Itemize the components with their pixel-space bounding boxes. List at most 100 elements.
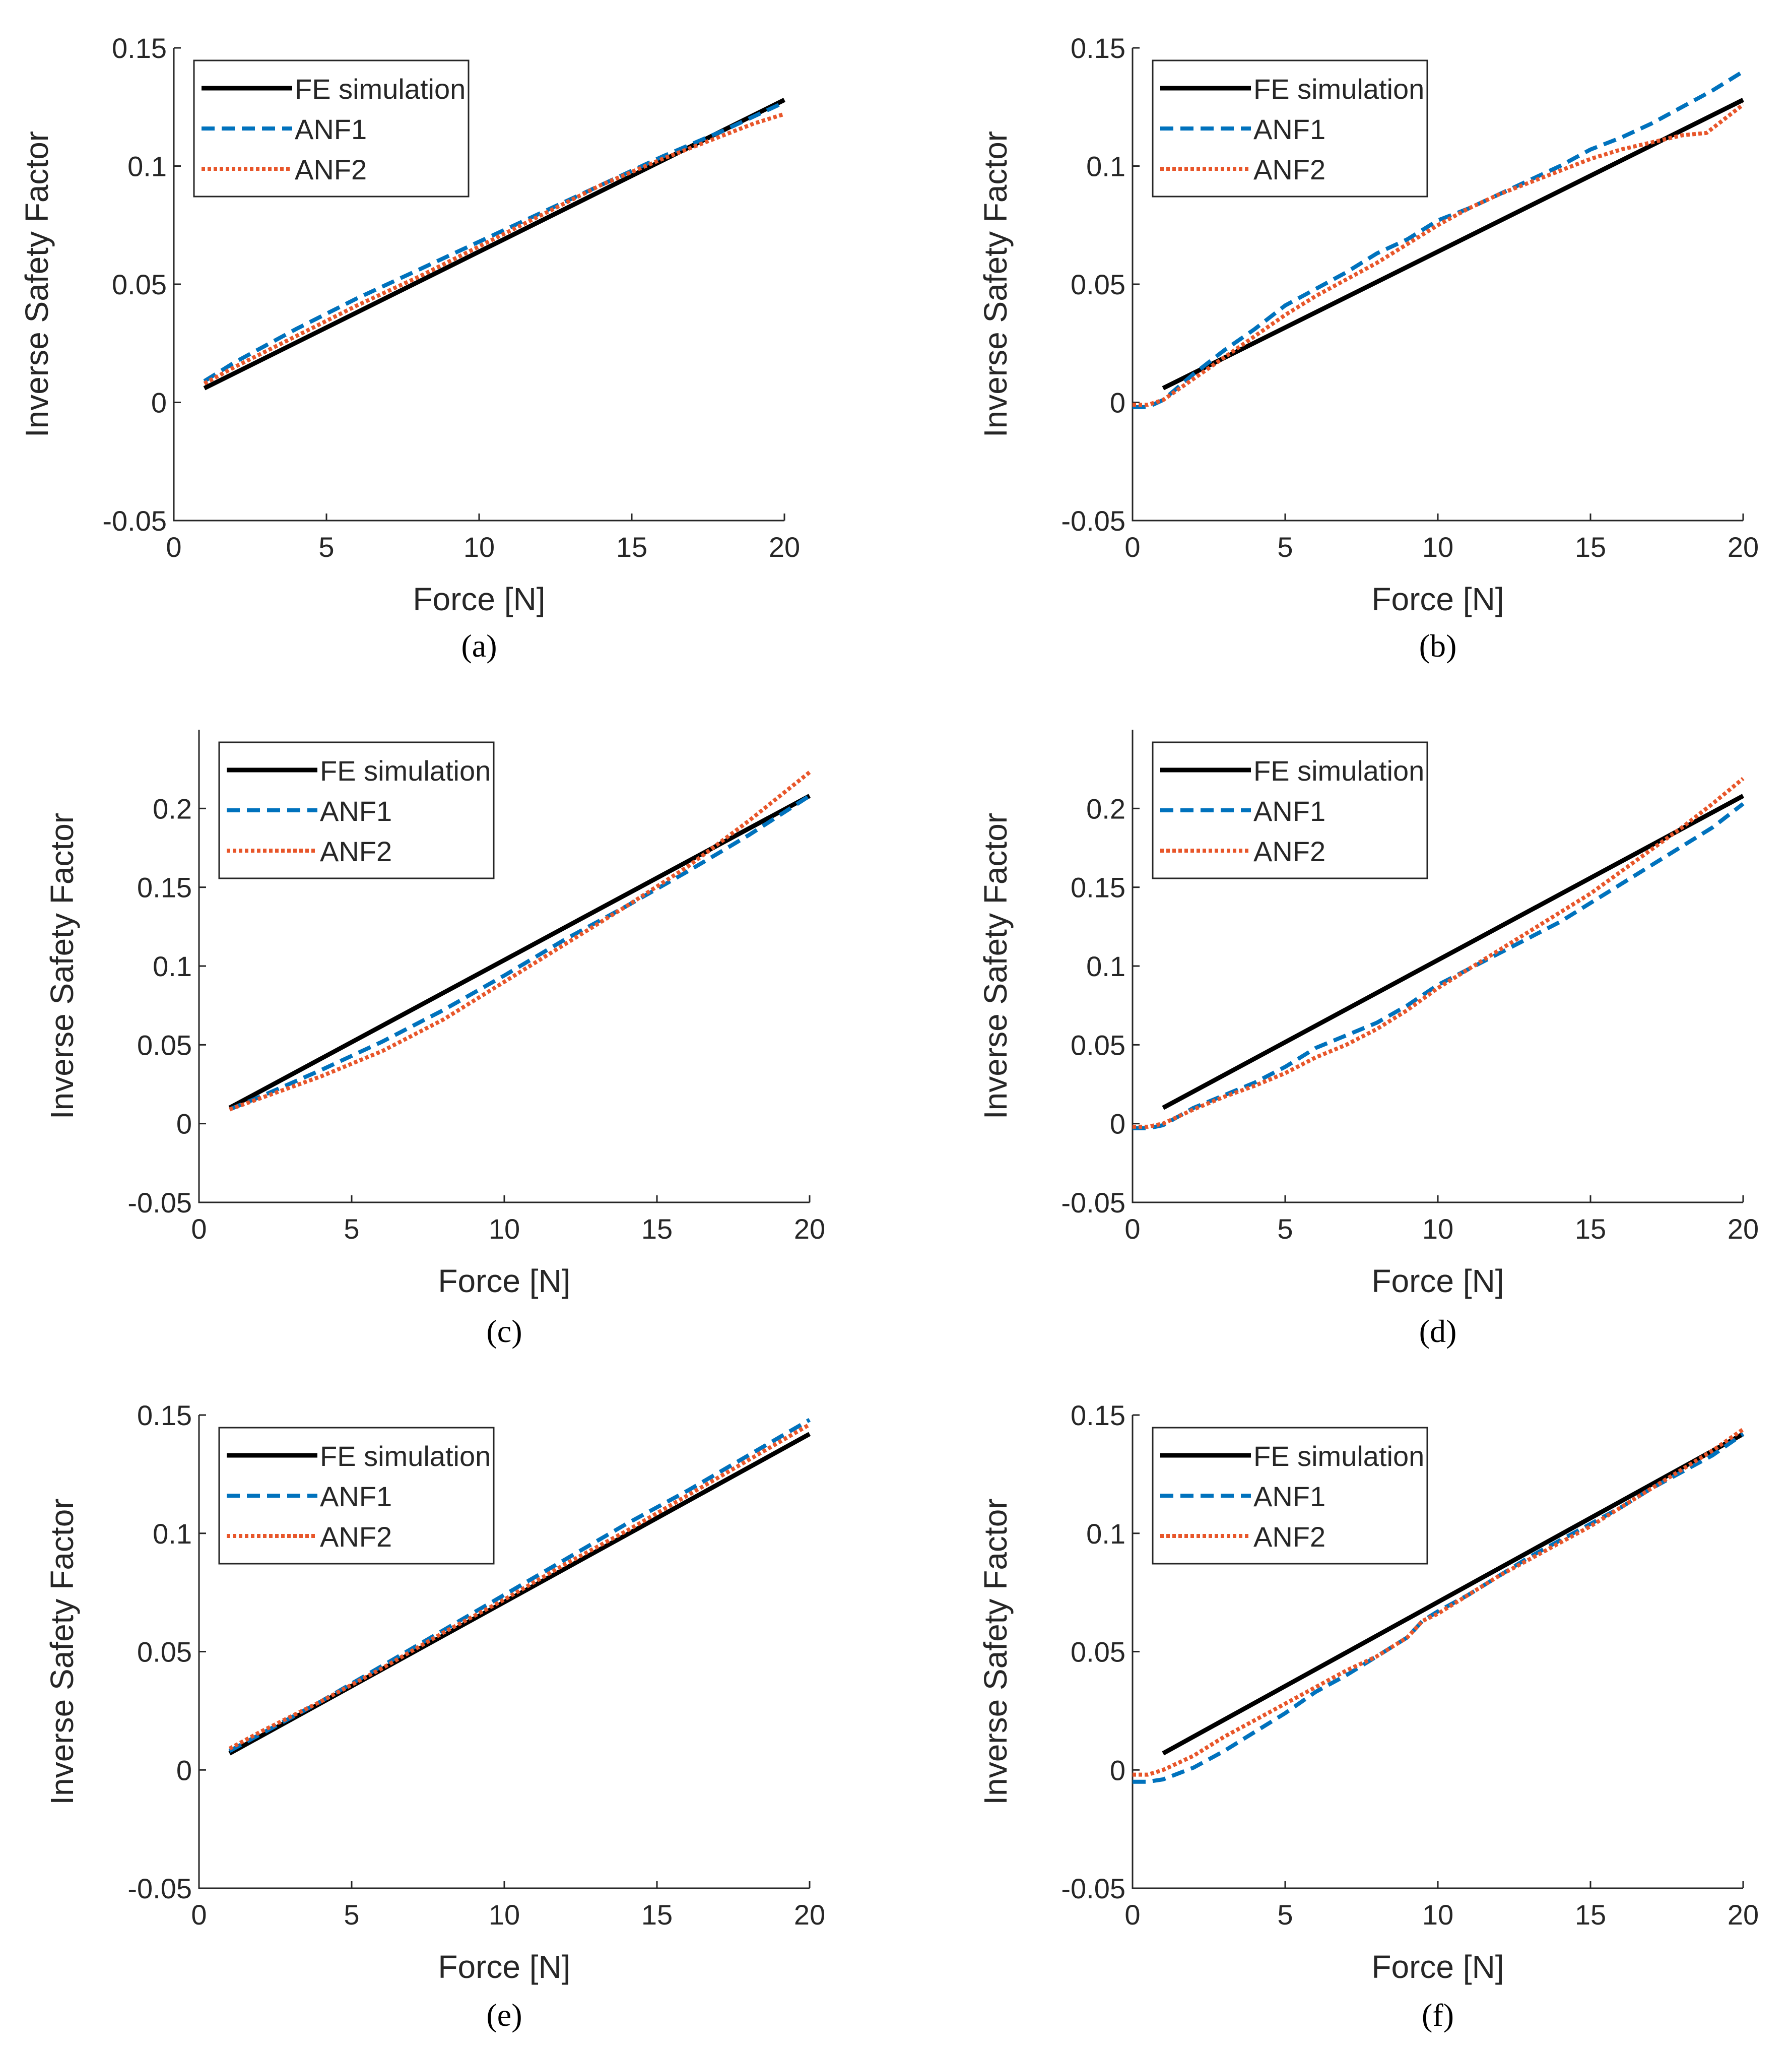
series-line-anf2 bbox=[1133, 103, 1745, 407]
legend-label: ANF2 bbox=[295, 154, 367, 185]
x-axis-label: Force [N] bbox=[1371, 1263, 1504, 1299]
legend: FE simulation ANF1 ANF2 bbox=[218, 1427, 495, 1565]
y-axis-label: Inverse Safety Factor bbox=[19, 131, 55, 437]
x-tick-label: 10 bbox=[489, 1899, 520, 1931]
legend-box bbox=[218, 1427, 495, 1565]
y-tick-label: 0.15 bbox=[137, 1399, 192, 1431]
x-tick-label: 20 bbox=[1728, 1213, 1759, 1245]
legend-box bbox=[193, 59, 470, 198]
y-tick-label: 0.15 bbox=[137, 872, 192, 904]
x-tick-label: 0 bbox=[191, 1213, 207, 1245]
y-axis-label: Inverse Safety Factor bbox=[977, 1498, 1014, 1805]
x-tick-label: 0 bbox=[166, 531, 181, 563]
x-tick-label: 5 bbox=[1277, 1899, 1293, 1931]
panel-caption: (c) bbox=[486, 1313, 522, 1349]
x-axis-label: Force [N] bbox=[438, 1263, 570, 1299]
y-tick-label: -0.05 bbox=[1061, 505, 1125, 537]
legend-label: ANF1 bbox=[320, 795, 392, 827]
legend-box bbox=[1152, 1427, 1428, 1565]
y-tick-label: -0.05 bbox=[1061, 1873, 1125, 1904]
y-tick-label: 0.1 bbox=[1086, 950, 1125, 982]
series-line-fe-simulation bbox=[1162, 1432, 1745, 1756]
y-axis-label: Inverse Safety Factor bbox=[977, 813, 1014, 1119]
y-tick-label: 0.15 bbox=[112, 32, 167, 64]
x-tick-label: 0 bbox=[1124, 1899, 1140, 1931]
y-tick-label: 0.05 bbox=[112, 269, 167, 300]
series-line-anf2 bbox=[228, 1423, 811, 1751]
x-tick-label: 15 bbox=[616, 531, 647, 563]
legend-label: FE simulation bbox=[1253, 73, 1424, 105]
x-tick-label: 15 bbox=[641, 1213, 673, 1245]
x-tick-label: 5 bbox=[1277, 1213, 1293, 1245]
series-line-anf1 bbox=[203, 100, 785, 383]
y-tick-label: 0 bbox=[176, 1108, 192, 1140]
x-tick-label: 20 bbox=[794, 1899, 825, 1931]
panel-caption: (f) bbox=[1422, 1997, 1454, 2033]
legend-label: FE simulation bbox=[320, 1440, 491, 1472]
y-tick-label: 0.2 bbox=[1086, 793, 1125, 824]
x-tick-label: 10 bbox=[1422, 531, 1453, 563]
y-tick-label: 0.1 bbox=[153, 1518, 192, 1550]
x-tick-label: 0 bbox=[1124, 531, 1140, 563]
legend: FE simulation ANF1 ANF2 bbox=[193, 59, 470, 198]
legend-label: FE simulation bbox=[1253, 1440, 1424, 1472]
x-tick-label: 10 bbox=[1422, 1213, 1453, 1245]
x-axis-label: Force [N] bbox=[438, 1949, 570, 1985]
legend-box bbox=[1152, 59, 1428, 198]
series-line-anf1 bbox=[1133, 70, 1745, 409]
y-tick-label: 0.05 bbox=[1071, 1636, 1125, 1668]
x-tick-label: 20 bbox=[794, 1213, 825, 1245]
y-tick-label: 0.1 bbox=[1086, 1518, 1125, 1550]
x-tick-label: 5 bbox=[344, 1213, 359, 1245]
x-tick-label: 20 bbox=[1728, 1899, 1759, 1931]
y-tick-label: 0.15 bbox=[1071, 32, 1125, 64]
x-tick-label: 5 bbox=[344, 1899, 359, 1931]
series-line-anf1 bbox=[229, 794, 811, 1112]
y-tick-label: -0.05 bbox=[102, 505, 167, 537]
legend-label: FE simulation bbox=[295, 73, 466, 105]
x-tick-label: 0 bbox=[191, 1899, 207, 1931]
panel-caption: (d) bbox=[1419, 1313, 1457, 1349]
y-tick-label: 0.1 bbox=[153, 950, 192, 982]
x-tick-label: 5 bbox=[318, 531, 334, 563]
y-tick-label: 0.15 bbox=[1071, 872, 1125, 904]
x-axis-label: Force [N] bbox=[413, 581, 545, 617]
y-tick-label: 0.15 bbox=[1071, 1399, 1125, 1431]
y-tick-label: 0 bbox=[1110, 387, 1125, 419]
legend-label: ANF2 bbox=[1253, 836, 1325, 867]
panel-caption: (a) bbox=[461, 628, 497, 664]
y-tick-label: 0 bbox=[1110, 1754, 1125, 1786]
y-tick-label: 0.05 bbox=[1071, 269, 1125, 300]
legend-label: ANF1 bbox=[320, 1481, 392, 1512]
legend-label: ANF2 bbox=[1253, 1521, 1325, 1553]
x-axis-label: Force [N] bbox=[1371, 1949, 1504, 1985]
x-tick-label: 15 bbox=[1575, 1213, 1606, 1245]
y-tick-label: 0.1 bbox=[1086, 151, 1125, 182]
y-tick-label: -0.05 bbox=[127, 1873, 192, 1904]
x-tick-label: 10 bbox=[489, 1213, 520, 1245]
series-line-anf2 bbox=[1133, 777, 1745, 1129]
series-line-fe-simulation bbox=[203, 98, 786, 391]
y-tick-label: 0.1 bbox=[127, 151, 167, 182]
x-tick-label: 20 bbox=[1728, 531, 1759, 563]
x-tick-label: 15 bbox=[1575, 1899, 1606, 1931]
panel-caption: (b) bbox=[1419, 628, 1457, 664]
x-tick-label: 15 bbox=[1575, 531, 1606, 563]
x-axis-label: Force [N] bbox=[1371, 581, 1504, 617]
series-line-fe-simulation bbox=[1162, 794, 1745, 1110]
panel-caption: (e) bbox=[486, 1997, 522, 2033]
y-tick-label: 0 bbox=[151, 387, 167, 419]
legend: FE simulation ANF1 ANF2 bbox=[1152, 1427, 1428, 1565]
y-tick-label: 0.05 bbox=[137, 1636, 192, 1668]
legend: FE simulation ANF1 ANF2 bbox=[1152, 59, 1428, 198]
x-tick-label: 0 bbox=[1124, 1213, 1140, 1245]
series-line-anf2 bbox=[203, 112, 785, 386]
legend-label: ANF1 bbox=[295, 113, 367, 145]
legend-label: ANF1 bbox=[1253, 795, 1325, 827]
